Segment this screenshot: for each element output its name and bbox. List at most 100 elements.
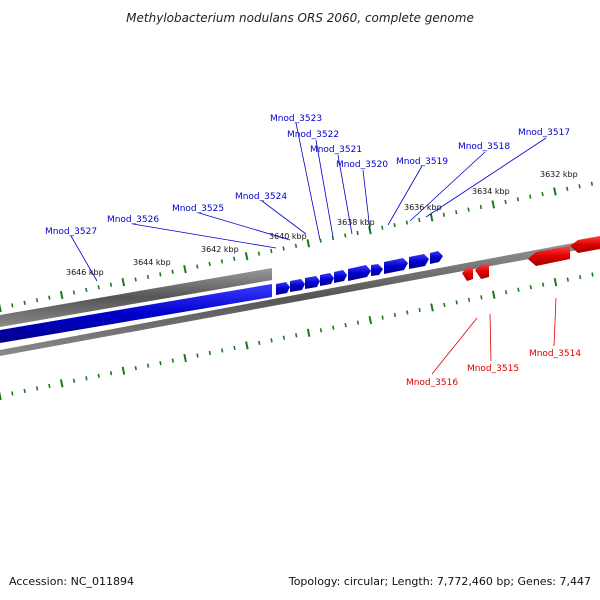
minor-tick [504,199,507,204]
minor-tick [418,217,421,223]
minor-tick [590,181,594,186]
leader-line [387,165,423,226]
tick-label: 3632 kbp [540,170,578,179]
major-tick [244,252,249,261]
forward-gene-arrows [276,251,443,295]
gene-arrow [409,254,429,269]
reverse-gene-labels: Mnod_3516 Mnod_3515 Mnod_3514 [406,349,581,388]
gene-label: Mnod_3524 [235,192,287,202]
leader-line [362,169,371,231]
gene-arrow [348,265,371,281]
minor-tick [516,197,520,202]
leader-line [295,122,321,241]
minor-tick [134,366,137,371]
major-tick [306,239,311,248]
leader-line [553,297,557,347]
genome-summary: Topology: circular; Length: 7,772,460 bp… [288,575,591,588]
minor-tick [85,376,88,381]
leader-line [315,139,334,238]
minor-tick [442,212,446,217]
gene-arrow [528,246,570,266]
minor-tick [146,274,150,280]
gene-label: Mnod_3519 [396,157,448,167]
gene-arrow [276,282,290,295]
leader-line [431,317,478,375]
minor-tick [23,388,26,394]
tick-label: 3642 kbp [201,245,239,254]
minor-tick [159,360,162,366]
minor-tick [405,220,409,225]
minor-tick [109,282,113,287]
minor-tick [134,277,137,282]
major-tick [306,328,311,337]
minor-tick [72,290,76,295]
minor-tick [393,223,396,228]
minor-tick [418,307,421,313]
genome-backbone [0,238,600,356]
minor-tick [381,225,384,230]
gene-arrow [462,267,473,281]
gene-arrow [475,264,489,279]
gene-arrow [320,273,334,286]
gene-label: Mnod_3523 [270,114,322,124]
gene-arrow [290,279,305,292]
minor-tick [479,204,483,210]
gene-arrow [371,264,383,276]
minor-tick [171,269,174,274]
major-tick [59,290,64,300]
gene-arrow [430,251,443,264]
minor-tick [294,243,298,248]
leader-line [409,151,486,222]
leader-line [70,235,98,282]
minor-tick [208,350,212,356]
major-tick [553,187,557,196]
gene-label: Mnod_3521 [310,145,362,155]
minor-tick [270,338,273,343]
major-tick [429,213,434,222]
forward-leader-lines [70,122,547,282]
minor-tick [455,210,458,215]
gene-label: Mnod_3522 [287,130,339,140]
reverse-gene-arrows [462,236,600,281]
minor-tick [406,310,409,315]
gene-label: Mnod_3516 [406,378,458,388]
minor-tick [48,383,51,388]
minor-tick [196,353,199,358]
minor-tick [196,264,199,269]
minor-tick [35,386,39,391]
leader-line [337,154,353,235]
gene-label: Mnod_3526 [107,215,159,225]
minor-tick [159,272,162,277]
minor-tick [72,378,76,383]
forward-gene-labels: Mnod_3527 Mnod_3526 Mnod_3525 Mnod_3524 … [45,114,570,237]
minor-tick [529,285,532,290]
minor-tick [356,230,359,236]
minor-tick [257,251,261,256]
minor-tick [282,246,285,251]
minor-tick [295,333,298,338]
minor-tick [541,191,544,197]
minor-tick [566,277,569,282]
minor-tick [85,287,88,292]
gene-arrow [305,276,320,289]
minor-tick [578,184,581,189]
major-tick [59,379,64,388]
minor-tick [97,285,100,290]
major-tick [0,303,2,313]
minor-tick [381,315,384,320]
minor-tick [566,186,569,192]
minor-tick [35,298,39,303]
minor-tick [344,323,347,328]
major-tick [183,265,187,274]
minor-tick [541,282,545,287]
minor-tick [171,358,174,363]
minor-tick [467,207,470,212]
leader-line [489,313,492,362]
gray-gene-band [0,268,272,327]
minor-tick [517,287,520,292]
minor-tick [529,194,532,199]
leader-line [261,200,307,235]
minor-tick [319,328,323,333]
gene-label: Mnod_3520 [336,160,388,170]
